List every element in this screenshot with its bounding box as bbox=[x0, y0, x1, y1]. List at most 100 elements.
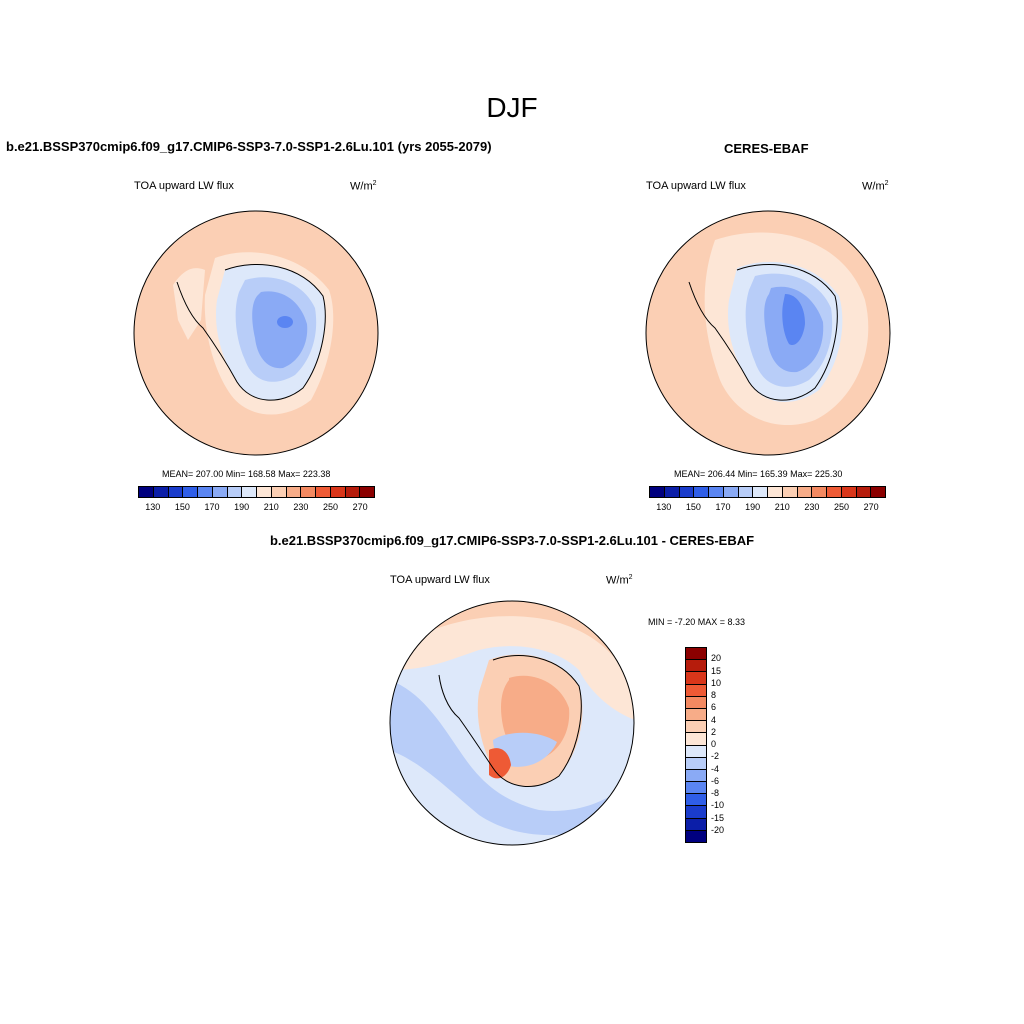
colorbar-tick-label: 2 bbox=[711, 726, 717, 737]
diff-panel-title: b.e21.BSSP370cmip6.f09_g17.CMIP6-SSP3-7.… bbox=[269, 533, 755, 548]
diff-colorbar-labels: 20 15 10 8 6 4 2 0 -2 -4 -6 -8 -10 -15 -20 bbox=[711, 647, 751, 843]
right-variable-label: TOA upward LW flux bbox=[646, 180, 746, 192]
colorbar-swatch bbox=[797, 487, 813, 497]
right-stats: MEAN= 206.44 Min= 165.39 Max= 225.30 bbox=[674, 469, 843, 479]
colorbar-tick-label: 0 bbox=[711, 739, 717, 749]
colorbar-tick-label: 250 bbox=[323, 502, 339, 512]
colorbar-swatch bbox=[694, 487, 709, 497]
left-colorbar-ticks: 130 150 170 190 210 230 250 270 bbox=[138, 502, 375, 514]
colorbar-swatch bbox=[686, 794, 706, 807]
colorbar-swatch bbox=[153, 487, 169, 497]
colorbar-tick-label: 10 bbox=[711, 677, 722, 688]
right-panel-title: CERES-EBAF bbox=[724, 141, 809, 156]
colorbar-swatch bbox=[679, 487, 695, 497]
left-stats: MEAN= 207.00 Min= 168.58 Max= 223.38 bbox=[162, 469, 331, 479]
right-polar-map bbox=[645, 210, 891, 456]
colorbar-swatch bbox=[664, 487, 680, 497]
colorbar-tick-label: -2 bbox=[711, 751, 720, 762]
colorbar-swatch bbox=[686, 733, 706, 746]
colorbar-tick-label: 230 bbox=[804, 502, 820, 512]
colorbar-swatch bbox=[686, 745, 706, 758]
colorbar-tick-label: 170 bbox=[204, 502, 220, 512]
colorbar-swatch bbox=[686, 660, 706, 673]
colorbar-swatch bbox=[198, 487, 213, 497]
colorbar-swatch bbox=[686, 708, 706, 722]
colorbar-tick-label: -8 bbox=[711, 788, 720, 798]
colorbar-tick-label: 20 bbox=[711, 653, 722, 664]
colorbar-swatch bbox=[360, 487, 374, 497]
colorbar-swatch bbox=[686, 830, 706, 842]
colorbar-tick-label: 190 bbox=[745, 502, 761, 512]
colorbar-swatch bbox=[686, 684, 706, 697]
colorbar-tick-label: 210 bbox=[263, 502, 279, 512]
colorbar-tick-label: 250 bbox=[834, 502, 850, 512]
colorbar-swatch bbox=[686, 757, 706, 770]
colorbar-swatch bbox=[871, 487, 885, 497]
colorbar-swatch bbox=[723, 487, 739, 497]
left-unit-label: W/m2 bbox=[350, 180, 377, 193]
colorbar-swatch bbox=[686, 806, 706, 819]
colorbar-swatch bbox=[686, 782, 706, 795]
colorbar-tick-label: -15 bbox=[711, 812, 725, 823]
colorbar-swatch bbox=[768, 487, 783, 497]
colorbar-tick-label: 8 bbox=[711, 690, 717, 700]
left-colorbar bbox=[138, 486, 375, 498]
colorbar-swatch bbox=[812, 487, 827, 497]
colorbar-tick-label: 150 bbox=[174, 502, 190, 512]
diff-variable-label: TOA upward LW flux bbox=[390, 574, 490, 586]
colorbar-tick-label: -4 bbox=[711, 763, 720, 774]
colorbar-swatch bbox=[301, 487, 316, 497]
diff-colorbar bbox=[685, 647, 707, 843]
colorbar-tick-label: 6 bbox=[711, 702, 717, 713]
colorbar-swatch bbox=[650, 487, 665, 497]
colorbar-swatch bbox=[271, 487, 287, 497]
colorbar-swatch bbox=[841, 487, 857, 497]
right-colorbar-ticks: 130 150 170 190 210 230 250 270 bbox=[649, 502, 886, 514]
colorbar-tick-label: 210 bbox=[774, 502, 790, 512]
colorbar-tick-label: 170 bbox=[715, 502, 731, 512]
right-unit-label: W/m2 bbox=[862, 180, 889, 193]
colorbar-swatch bbox=[686, 721, 706, 734]
colorbar-swatch bbox=[686, 672, 706, 685]
colorbar-swatch bbox=[257, 487, 272, 497]
colorbar-swatch bbox=[686, 696, 706, 709]
colorbar-tick-label: 130 bbox=[145, 502, 161, 512]
colorbar-swatch bbox=[286, 487, 302, 497]
colorbar-swatch bbox=[753, 487, 768, 497]
colorbar-swatch bbox=[686, 818, 706, 831]
colorbar-tick-label: 270 bbox=[352, 502, 368, 512]
colorbar-swatch bbox=[738, 487, 754, 497]
colorbar-swatch bbox=[330, 487, 346, 497]
colorbar-swatch bbox=[782, 487, 798, 497]
colorbar-tick-label: 4 bbox=[711, 714, 717, 725]
left-polar-map bbox=[133, 210, 379, 456]
colorbar-swatch bbox=[345, 487, 361, 497]
diff-unit-label: W/m2 bbox=[606, 574, 633, 587]
colorbar-tick-label: -20 bbox=[711, 824, 725, 835]
left-panel-title: b.e21.BSSP370cmip6.f09_g17.CMIP6-SSP3-7.… bbox=[6, 139, 492, 154]
colorbar-swatch bbox=[242, 487, 257, 497]
season-title: DJF bbox=[486, 92, 538, 123]
colorbar-swatch bbox=[183, 487, 198, 497]
colorbar-tick-label: 15 bbox=[711, 665, 722, 676]
colorbar-swatch bbox=[168, 487, 184, 497]
colorbar-tick-label: -6 bbox=[711, 775, 720, 786]
colorbar-swatch bbox=[686, 769, 706, 783]
diff-stats: MIN = -7.20 MAX = 8.33 bbox=[648, 617, 746, 627]
colorbar-tick-label: 190 bbox=[234, 502, 250, 512]
colorbar-swatch bbox=[316, 487, 331, 497]
colorbar-swatch bbox=[139, 487, 154, 497]
colorbar-swatch bbox=[827, 487, 842, 497]
colorbar-swatch bbox=[856, 487, 872, 497]
left-variable-label: TOA upward LW flux bbox=[134, 180, 234, 192]
colorbar-tick-label: 270 bbox=[863, 502, 879, 512]
colorbar-tick-label: 130 bbox=[656, 502, 672, 512]
colorbar-swatch bbox=[709, 487, 724, 497]
colorbar-swatch bbox=[686, 648, 706, 661]
colorbar-swatch bbox=[212, 487, 228, 497]
colorbar-tick-label: 150 bbox=[685, 502, 701, 512]
colorbar-tick-label: 230 bbox=[293, 502, 309, 512]
right-colorbar bbox=[649, 486, 886, 498]
colorbar-tick-label: -10 bbox=[711, 800, 725, 811]
diff-polar-map bbox=[389, 600, 635, 846]
